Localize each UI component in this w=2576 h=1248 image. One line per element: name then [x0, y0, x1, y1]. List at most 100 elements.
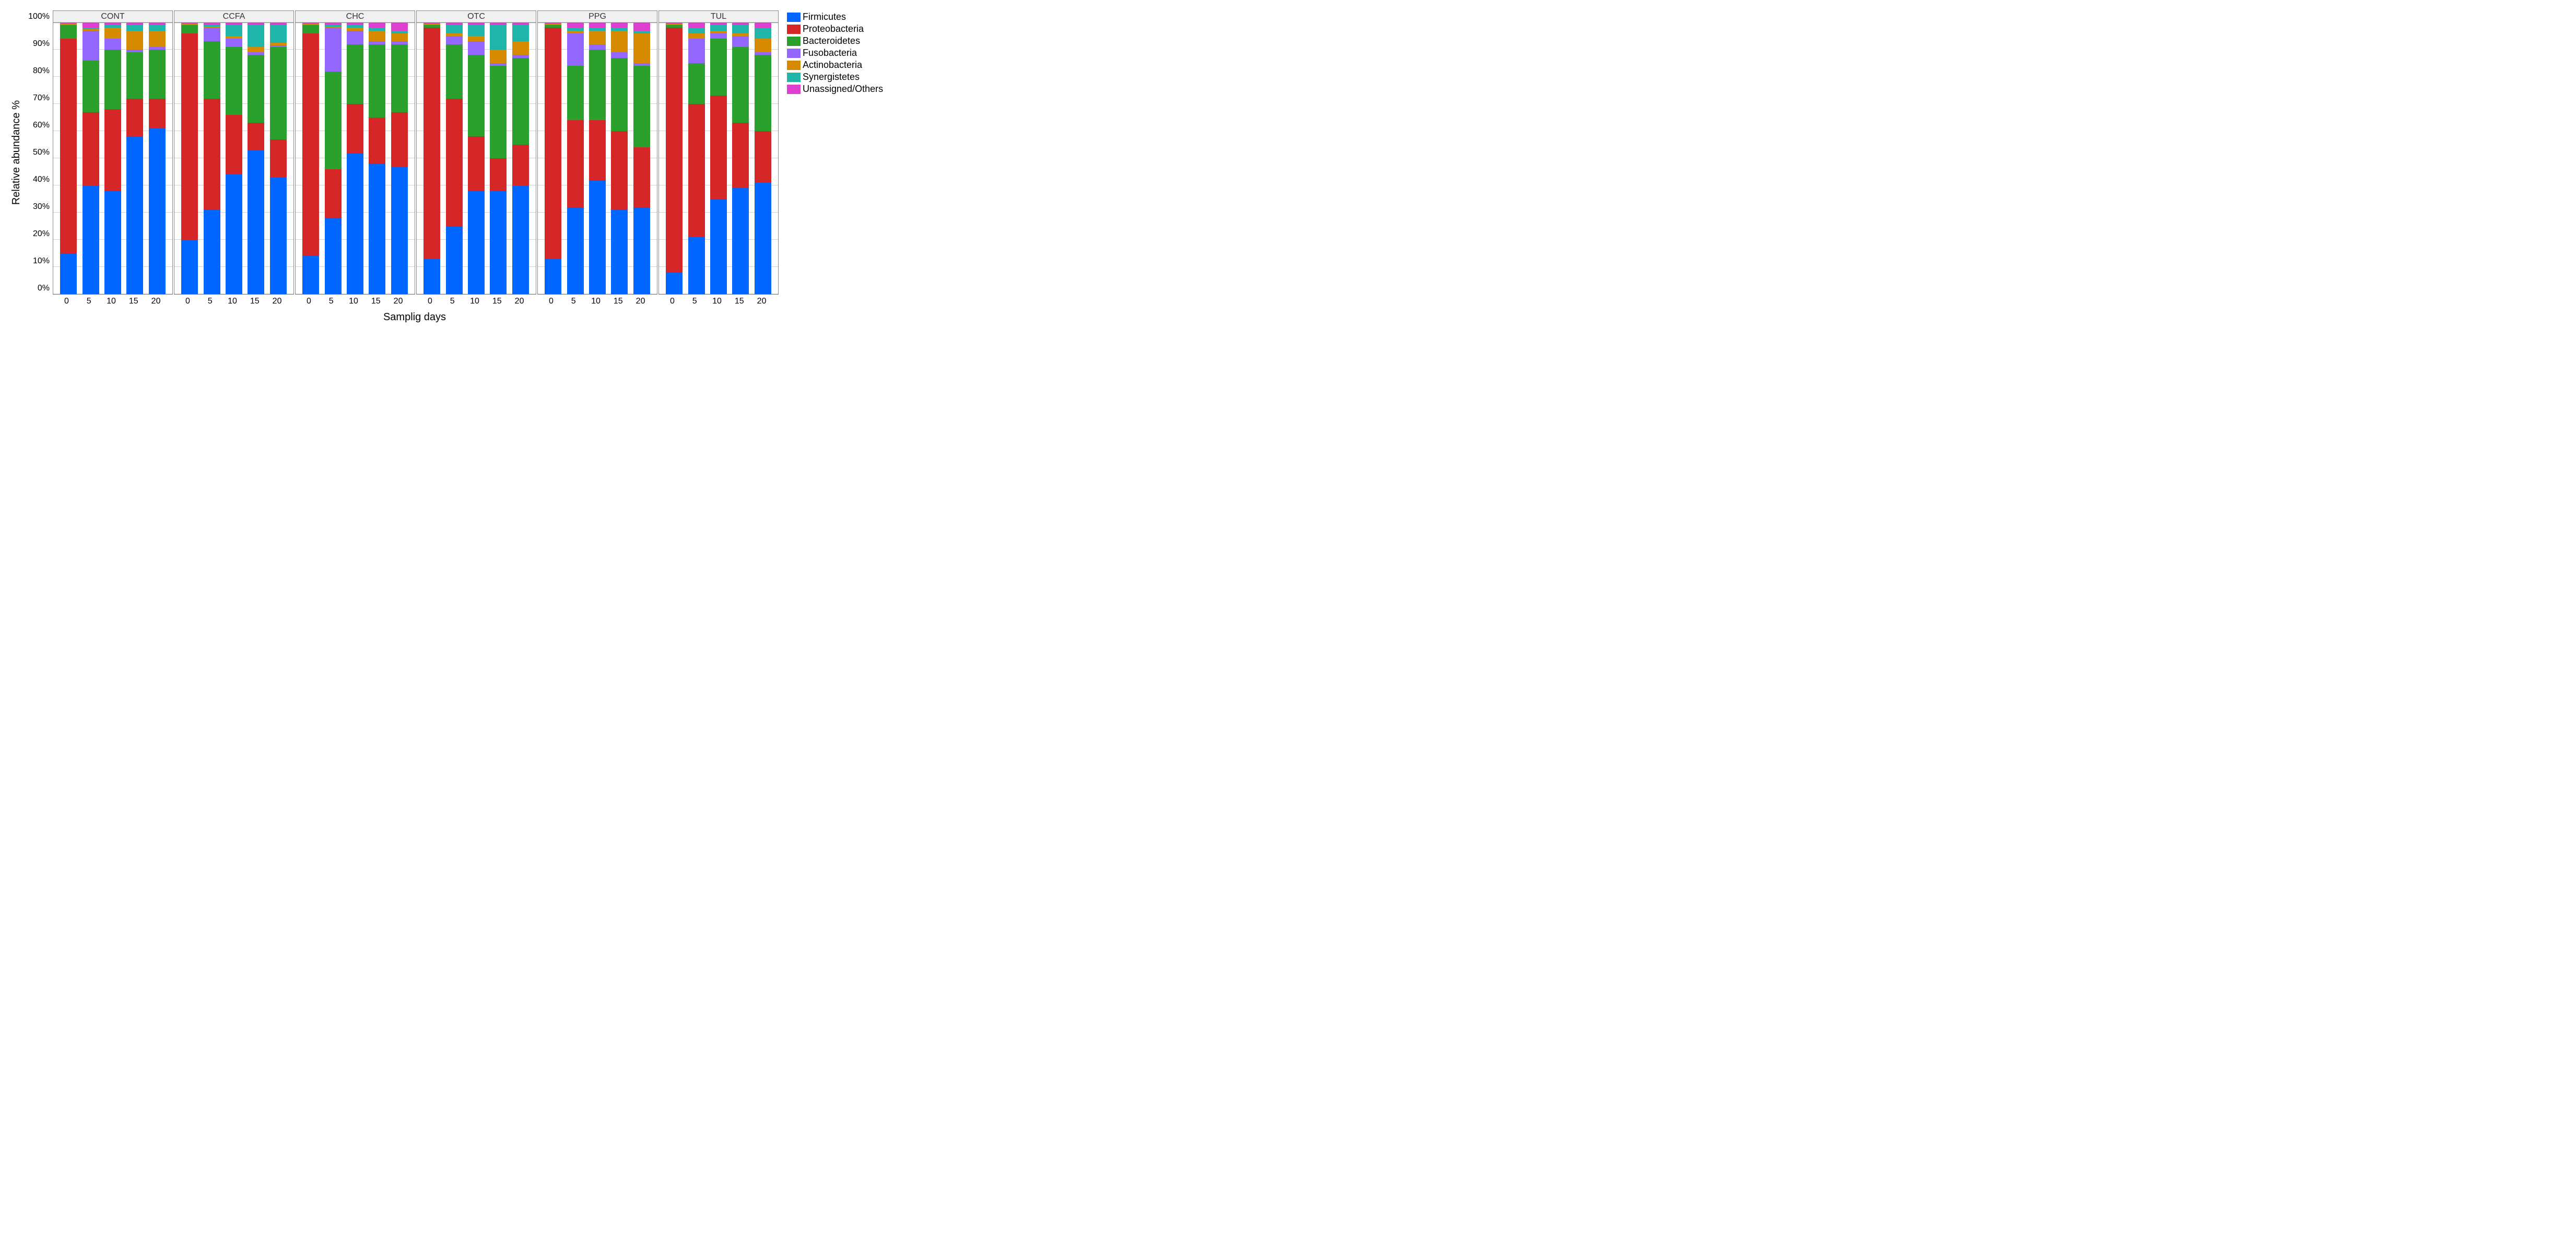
panel-header: OTC — [416, 10, 536, 23]
bar — [60, 22, 77, 294]
legend-swatch — [787, 85, 801, 94]
bar-segment — [567, 207, 584, 294]
bar-segment — [149, 31, 166, 47]
plot-area — [416, 23, 536, 295]
y-tick-label: 60% — [33, 121, 50, 130]
bar-segment — [83, 31, 99, 61]
bar-segment — [369, 118, 385, 164]
plot-area — [295, 23, 415, 295]
bar-segment — [446, 226, 463, 294]
legend-item: Bacteroidetes — [787, 36, 883, 46]
plot-area — [658, 23, 779, 295]
bar-segment — [567, 33, 584, 66]
y-tick-label: 30% — [33, 202, 50, 212]
bar-segment — [391, 33, 408, 42]
bar-segment — [633, 22, 650, 31]
x-tick-label: 10 — [224, 297, 241, 306]
bar-segment — [347, 44, 363, 104]
bars-group — [417, 23, 536, 294]
bar-segment — [126, 25, 143, 30]
bar-segment — [83, 22, 99, 28]
x-tick-label: 10 — [587, 297, 604, 306]
bar-segment — [104, 50, 121, 109]
bar-segment — [688, 63, 705, 104]
x-tick-label: 0 — [300, 297, 317, 306]
bar-segment — [391, 44, 408, 112]
bar-segment — [424, 259, 440, 294]
x-tick-label: 15 — [246, 297, 263, 306]
legend-label: Actinobacteria — [803, 60, 862, 71]
bar-segment — [688, 104, 705, 237]
bar-segment — [226, 115, 242, 174]
bar-segment — [204, 210, 220, 294]
bar-segment — [512, 25, 529, 41]
bar-segment — [732, 36, 749, 47]
bar — [755, 22, 771, 294]
bar-segment — [347, 104, 363, 153]
bar-segment — [611, 131, 628, 210]
bars-group — [53, 23, 172, 294]
legend-swatch — [787, 13, 801, 22]
x-tick-label: 20 — [632, 297, 649, 306]
bars-group — [296, 23, 415, 294]
bar — [126, 22, 143, 294]
legend-label: Unassigned/Others — [803, 84, 883, 95]
bar — [302, 22, 319, 294]
bar-segment — [104, 109, 121, 191]
bar-segment — [248, 47, 264, 52]
y-tick-label: 50% — [33, 148, 50, 157]
bar-segment — [149, 129, 166, 294]
bar — [424, 22, 440, 294]
bar-segment — [369, 31, 385, 42]
bar — [468, 22, 485, 294]
bar-segment — [633, 33, 650, 63]
x-tick-label: 10 — [345, 297, 362, 306]
bar-segment — [270, 25, 287, 43]
bar — [611, 22, 628, 294]
bar-segment — [468, 36, 485, 41]
y-axis-ticks: 0%10%20%30%40%50%60%70%80%90%100% — [26, 17, 53, 288]
bar-segment — [126, 52, 143, 98]
x-tick-label: 0 — [421, 297, 438, 306]
bar-segment — [270, 47, 287, 139]
bar-segment — [149, 99, 166, 129]
x-tick-label: 0 — [664, 297, 680, 306]
bar-segment — [589, 22, 606, 28]
bars-group — [174, 23, 293, 294]
bar-segment — [512, 145, 529, 185]
bar-segment — [666, 28, 683, 272]
panel: OTC — [416, 10, 536, 295]
legend-item: Synergistetes — [787, 72, 883, 83]
bar-segment — [468, 136, 485, 191]
bar — [633, 22, 650, 294]
bar-segment — [732, 25, 749, 33]
bar-segment — [126, 99, 143, 137]
x-tick-label: 5 — [444, 297, 461, 306]
bar-segment — [589, 31, 606, 44]
bar — [545, 22, 561, 294]
bar-segment — [589, 120, 606, 180]
bar-segment — [181, 240, 198, 294]
panel: CCFA — [174, 10, 294, 295]
bar-segment — [589, 50, 606, 120]
legend-item: Proteobacteria — [787, 24, 883, 34]
bar-segment — [468, 25, 485, 36]
y-axis: Relative abundance % 0%10%20%30%40%50%60… — [10, 10, 53, 295]
legend-label: Fusobacteria — [803, 48, 857, 59]
x-axis-label: Samplig days — [51, 311, 778, 323]
bar-segment — [611, 58, 628, 131]
bar — [83, 22, 99, 294]
x-tick-label: 15 — [368, 297, 384, 306]
x-tick-label: 5 — [565, 297, 582, 306]
panel: CHC — [295, 10, 415, 295]
x-tick-label: 10 — [103, 297, 120, 306]
x-tick-label: 0 — [58, 297, 75, 306]
bar-segment — [369, 22, 385, 28]
legend-item: Fusobacteria — [787, 48, 883, 59]
legend-swatch — [787, 37, 801, 46]
bar-segment — [83, 61, 99, 112]
legend-swatch — [787, 25, 801, 34]
bar-segment — [60, 39, 77, 253]
x-axis-panel: 05101520 — [415, 295, 535, 306]
bar-segment — [710, 25, 727, 30]
